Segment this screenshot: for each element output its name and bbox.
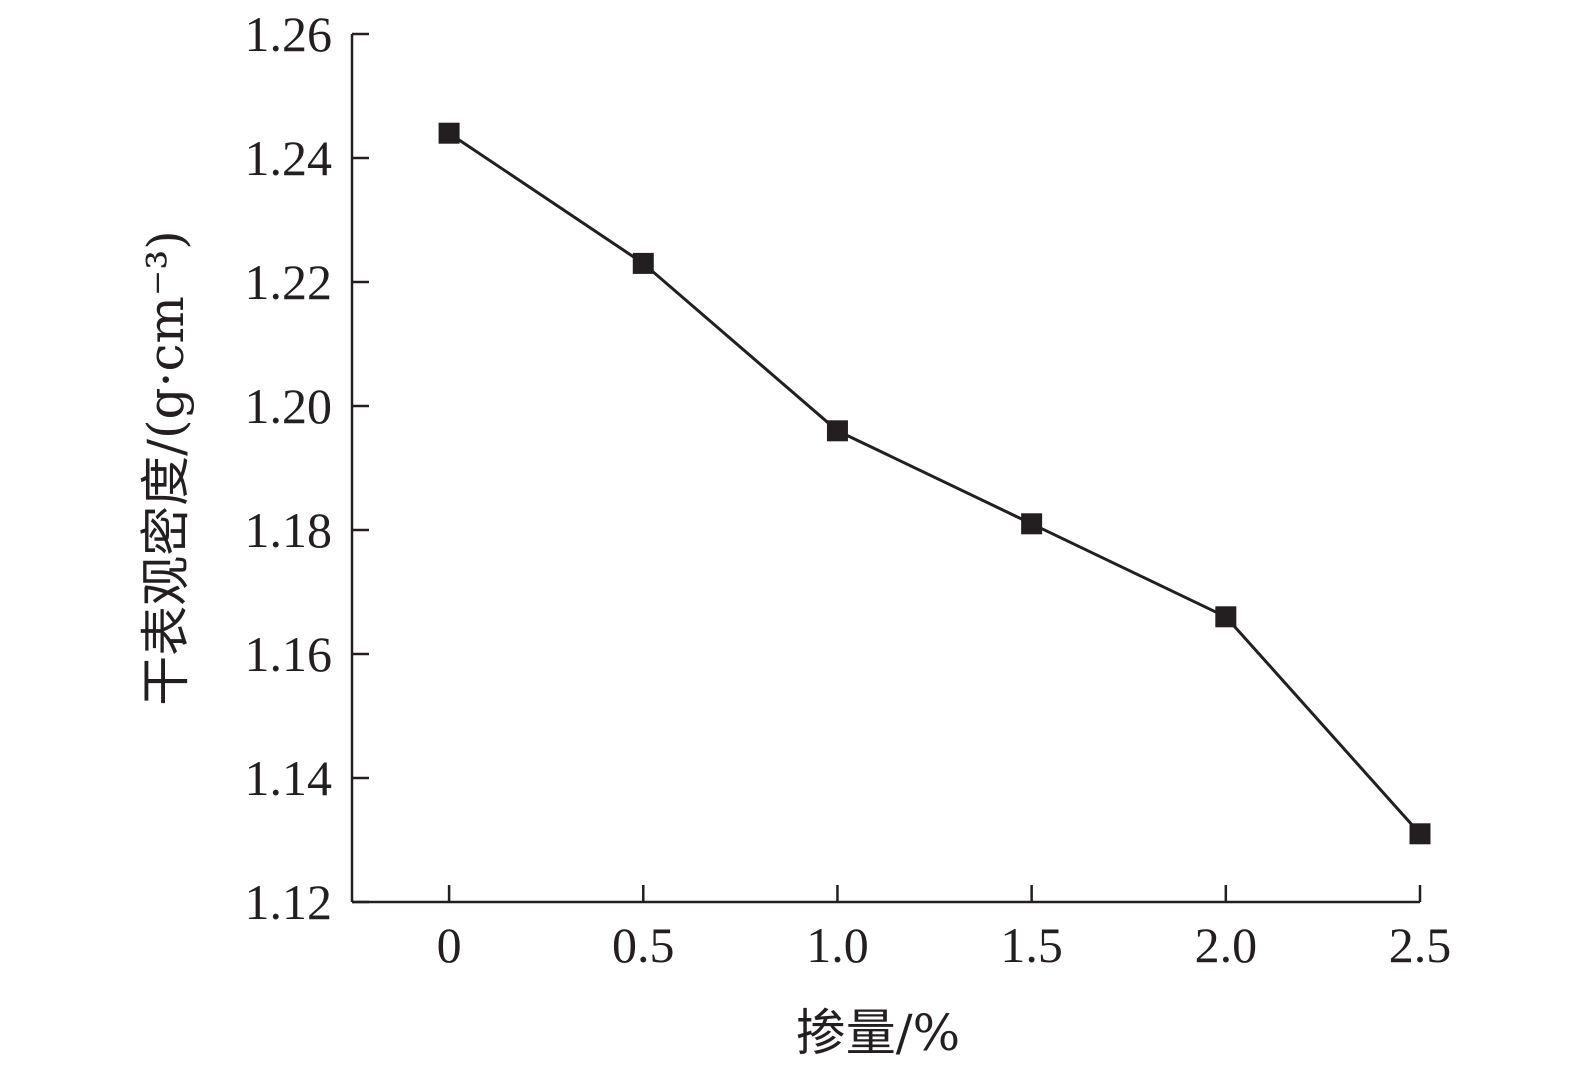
y-axis-ticks: 1.12 1.14 1.16 1.18 1.20 1.22 1.24 1.26	[245, 6, 369, 930]
x-tick-label: 2.0	[1195, 917, 1258, 973]
data-point-marker	[1409, 823, 1431, 845]
series	[438, 122, 1431, 845]
y-tick-label: 1.14	[245, 750, 333, 806]
data-point-marker	[1021, 513, 1043, 535]
x-tick-label: 1.5	[1000, 917, 1063, 973]
x-axis-ticks: 0 0.5 1.0 1.5 2.0 2.5	[437, 885, 1452, 973]
data-point-marker	[632, 252, 654, 274]
y-tick-label: 1.26	[245, 6, 333, 62]
axes: 1.12 1.14 1.16 1.18 1.20 1.22 1.24 1.26 0 0.5 1.0…	[245, 6, 1452, 973]
y-tick-label: 1.20	[245, 378, 333, 434]
x-axis-title: 掺量/%	[796, 1004, 960, 1062]
x-tick-label: 1.0	[806, 917, 869, 973]
y-tick-label: 1.12	[245, 874, 333, 930]
series-line	[448, 131, 1422, 835]
data-point-marker	[1215, 606, 1237, 628]
y-axis-title: 干表观密度/(g·cm⁻³)	[137, 230, 195, 706]
y-tick-label: 1.18	[245, 502, 333, 558]
x-tick-label: 0.5	[612, 917, 675, 973]
y-tick-label: 1.16	[245, 626, 333, 682]
data-point-marker	[826, 420, 848, 442]
y-tick-label: 1.24	[245, 130, 333, 186]
data-point-marker	[438, 122, 460, 144]
x-tick-label: 0	[437, 917, 462, 973]
x-tick-label: 2.5	[1389, 917, 1452, 973]
y-tick-label: 1.22	[245, 254, 333, 310]
